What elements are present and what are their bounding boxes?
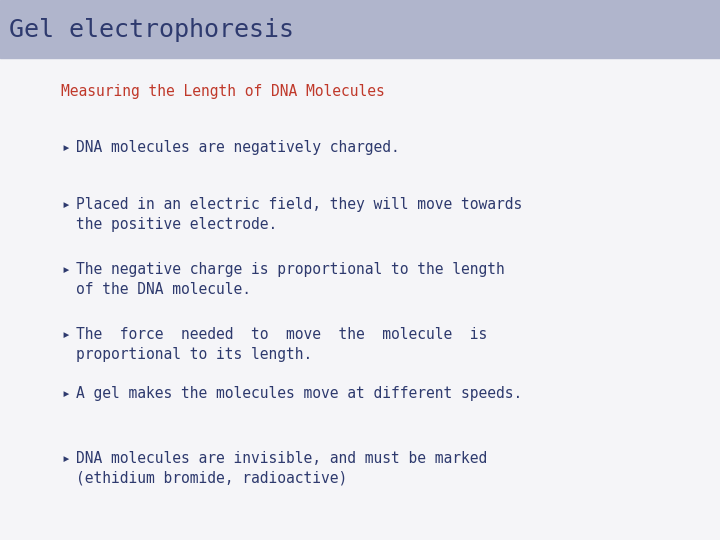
Text: The  force  needed  to  move  the  molecule  is
proportional to its length.: The force needed to move the molecule is… xyxy=(76,327,487,361)
Text: ▸: ▸ xyxy=(61,262,70,277)
Text: DNA molecules are invisible, and must be marked
(ethidium bromide, radioactive): DNA molecules are invisible, and must be… xyxy=(76,451,487,485)
Text: Measuring the Length of DNA Molecules: Measuring the Length of DNA Molecules xyxy=(61,84,385,99)
Text: ▸: ▸ xyxy=(61,327,70,342)
Text: ▸: ▸ xyxy=(61,451,70,466)
Text: Gel electrophoresis: Gel electrophoresis xyxy=(9,18,294,42)
Text: A gel makes the molecules move at different speeds.: A gel makes the molecules move at differ… xyxy=(76,386,522,401)
Bar xyxy=(0,0,720,58)
Text: ▸: ▸ xyxy=(61,197,70,212)
Text: DNA molecules are negatively charged.: DNA molecules are negatively charged. xyxy=(76,140,400,156)
Text: ▸: ▸ xyxy=(61,140,70,156)
Text: Placed in an electric field, they will move towards
the positive electrode.: Placed in an electric field, they will m… xyxy=(76,197,522,232)
Text: The negative charge is proportional to the length
of the DNA molecule.: The negative charge is proportional to t… xyxy=(76,262,504,296)
Text: ▸: ▸ xyxy=(61,386,70,401)
